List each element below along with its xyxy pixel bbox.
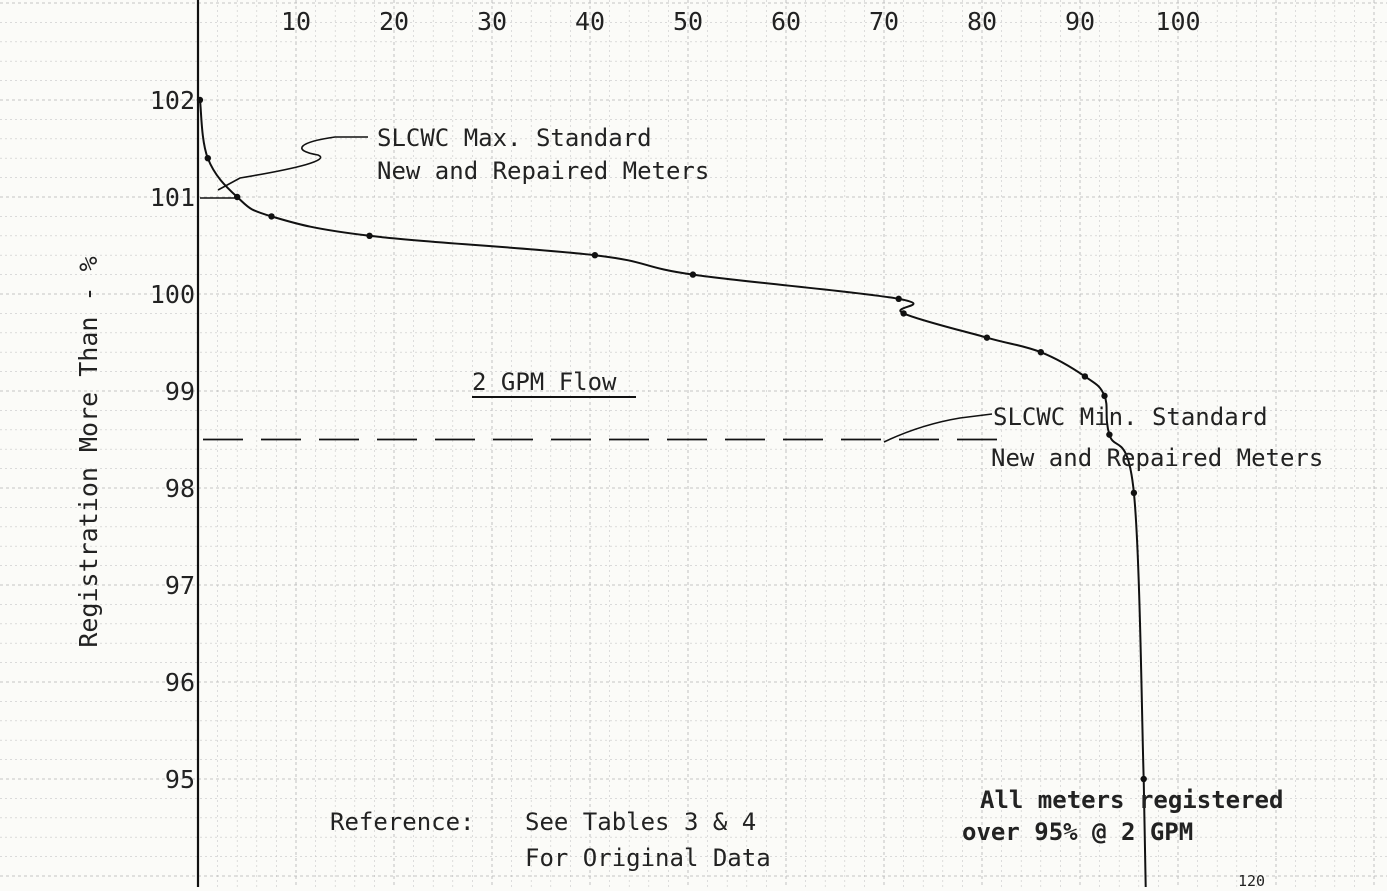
note-line-2: over 95% @ 2 GPM [962,818,1193,846]
max-standard-line-1: SLCWC Max. Standard [377,124,652,152]
data-point [204,155,211,162]
min-standard-leader [883,413,993,443]
note-line-1: All meters registered [980,786,1283,814]
y-tick-label: 102 [150,86,195,115]
data-point [268,213,275,220]
min-standard-line-1: SLCWC Min. Standard [993,403,1268,431]
data-point [900,310,907,317]
data-point [689,271,697,278]
tick-labels: 10 20 30 40 50 60 70 80 90 100 102 101 100 99 98 97 96 95 [150,7,1201,794]
series-curve-group [198,99,1147,888]
reference-label: Reference: [330,808,475,836]
max-standard-leader [217,136,368,191]
x-tick-label: 30 [477,7,507,36]
data-point [591,252,599,259]
data-point [895,295,902,303]
data-point [983,334,991,341]
x-tick-label: 50 [673,7,703,36]
x-tick-label: 80 [967,7,997,36]
y-tick-label: 101 [150,183,195,212]
max-standard-line-2: New and Repaired Meters [377,157,709,185]
y-axis-label: Registration More Than - % [74,256,103,647]
data-points [196,96,1147,783]
y-tick-label: 100 [150,280,195,309]
reference-line-2: For Original Data [525,844,771,872]
y-tick-label: 97 [165,571,195,600]
page-number: 120 [1238,872,1265,887]
x-tick-label: 10 [281,7,311,36]
x-tick-label: 60 [771,7,801,36]
data-point [1081,373,1089,380]
x-tick-label: 40 [575,7,605,36]
min-standard-line-2: New and Repaired Meters [991,444,1323,472]
flow-label: 2 GPM Flow [472,368,617,396]
y-tick-label: 95 [165,765,195,794]
data-point [1037,349,1045,356]
x-tick-label: 20 [379,7,409,36]
data-point [366,232,373,239]
data-point [196,96,204,104]
y-tick-label: 96 [165,668,195,697]
data-point [234,193,241,201]
data-point [1140,775,1147,783]
series-curve [198,99,1147,888]
x-tick-label: 70 [869,7,899,36]
data-point [1130,489,1138,497]
x-tick-label: 90 [1065,7,1095,36]
data-point [1106,431,1113,438]
reference-line-1: See Tables 3 & 4 [525,808,756,836]
x-tick-label: 100 [1155,7,1200,36]
data-point [1101,392,1108,400]
y-tick-label: 98 [165,474,195,503]
y-tick-label: 99 [165,377,195,406]
